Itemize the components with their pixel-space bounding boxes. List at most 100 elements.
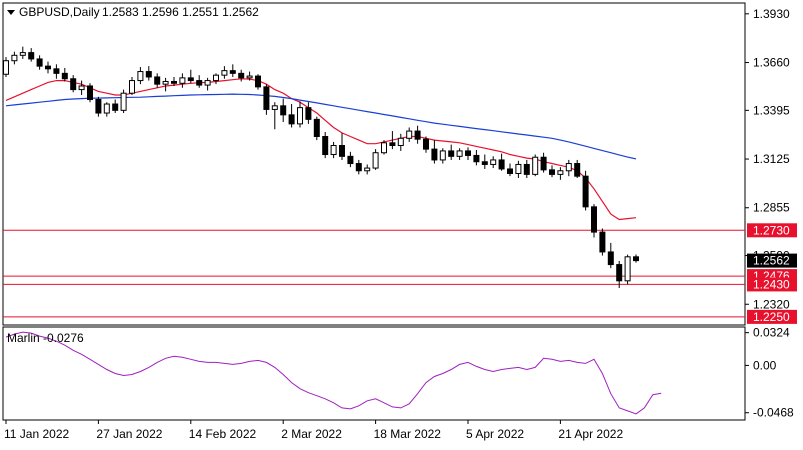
- bear-candle-body: [36, 58, 43, 67]
- candle: [112, 99, 119, 114]
- candle: [364, 164, 371, 175]
- candle: [271, 102, 278, 130]
- level-price-tag-box: [747, 309, 797, 324]
- bear-candle-body: [154, 76, 161, 85]
- bull-candle-body: [103, 103, 110, 114]
- bear-candle-body: [591, 206, 597, 233]
- bear-candle-body: [473, 154, 480, 163]
- chart-ohlc-values: 1.2583 1.2596 1.2551 1.2562: [102, 5, 259, 19]
- candle: [288, 104, 295, 128]
- candle: [196, 75, 203, 88]
- moving-averages: [5, 78, 637, 221]
- bull-candle-body: [381, 142, 387, 154]
- candle: [523, 159, 530, 178]
- bull-candle-body: [213, 74, 219, 82]
- collapse-triangle-icon[interactable]: [7, 10, 15, 15]
- candle: [263, 84, 270, 115]
- candle: [389, 131, 396, 150]
- osc-y-tick-label: 0.00: [753, 358, 777, 372]
- bull-candle-body: [78, 85, 85, 91]
- bear-candle-body: [171, 80, 177, 84]
- candle: [481, 154, 488, 169]
- bull-candle-body: [19, 52, 26, 56]
- bear-candle-body: [53, 68, 60, 74]
- osc-y-tick-label: 0.0324: [753, 326, 790, 340]
- candle: [633, 254, 639, 263]
- candle: [61, 67, 68, 82]
- bull-candle-body: [532, 156, 539, 175]
- candle: [129, 76, 135, 95]
- bear-candle-body: [607, 251, 614, 266]
- price-panel-frame: [2, 2, 746, 326]
- candle: [145, 66, 152, 81]
- candle: [616, 260, 623, 289]
- candle: [582, 170, 589, 211]
- candle: [3, 57, 9, 77]
- level-price-tag-box: [747, 277, 797, 292]
- candle: [423, 136, 429, 153]
- bull-candle-body: [162, 80, 169, 85]
- bear-candle-body: [61, 72, 68, 80]
- candle: [87, 83, 93, 103]
- candle: [599, 228, 606, 256]
- osc-y-tick-label: -0.0468: [753, 406, 794, 420]
- candle: [448, 144, 455, 160]
- candle: [280, 98, 287, 123]
- candle: [439, 148, 446, 164]
- candle: [53, 64, 60, 79]
- candle: [204, 77, 211, 91]
- candle: [305, 102, 312, 124]
- x-tick-label: 14 Feb 2022: [189, 427, 257, 441]
- candle: [154, 73, 161, 88]
- oscillator-label: Marlin -0.0276: [7, 331, 84, 345]
- bull-candle-body: [364, 167, 371, 172]
- bull-candle-body: [557, 170, 564, 175]
- slow-ma-line: [5, 93, 637, 160]
- candle: [36, 55, 43, 70]
- candle: [532, 154, 539, 177]
- bear-candle-body: [280, 105, 287, 116]
- candle: [297, 101, 303, 128]
- bear-candle-body: [87, 85, 93, 101]
- bear-candle-body: [145, 71, 152, 78]
- bear-candle-body: [574, 163, 581, 177]
- candles: [3, 46, 639, 289]
- bull-candle-body: [330, 145, 337, 156]
- candle: [456, 148, 463, 160]
- bear-candle-body: [481, 161, 488, 165]
- fast-ma-line: [5, 78, 637, 221]
- bear-candle-body: [523, 163, 530, 175]
- oscillator-line-layer: [5, 331, 662, 415]
- candle: [507, 163, 513, 177]
- candle: [70, 75, 77, 93]
- bear-candle-body: [540, 156, 547, 171]
- bear-candle-body: [196, 80, 203, 86]
- bear-candle-body: [448, 150, 455, 157]
- y-tick-label: 1.3930: [753, 7, 790, 21]
- candle: [624, 254, 631, 285]
- candle: [490, 156, 497, 169]
- price-y-axis: 1.39301.36601.33951.31251.28551.25901.23…: [745, 7, 790, 311]
- bear-candle-body: [255, 75, 261, 88]
- x-axis: 11 Jan 2022 27 Jan 2022 14 Feb 2022 2 Mar 2…: [4, 420, 623, 441]
- candle: [414, 125, 421, 144]
- bull-candle-body: [490, 159, 497, 165]
- bear-candle-body: [431, 148, 438, 161]
- candle: [229, 64, 236, 77]
- bear-candle-body: [229, 70, 236, 74]
- bear-candle-body: [633, 256, 639, 262]
- candle: [549, 165, 555, 178]
- bear-candle-body: [263, 86, 270, 110]
- candle: [540, 152, 547, 173]
- bull-candle-body: [221, 70, 228, 76]
- candle: [221, 66, 228, 79]
- bull-candle-body: [246, 75, 253, 79]
- bear-candle-body: [45, 65, 51, 70]
- candle: [565, 159, 572, 177]
- candle: [473, 150, 480, 166]
- x-tick-label: 27 Jan 2022: [96, 427, 162, 441]
- candle: [45, 61, 51, 74]
- bull-candle-body: [3, 60, 9, 75]
